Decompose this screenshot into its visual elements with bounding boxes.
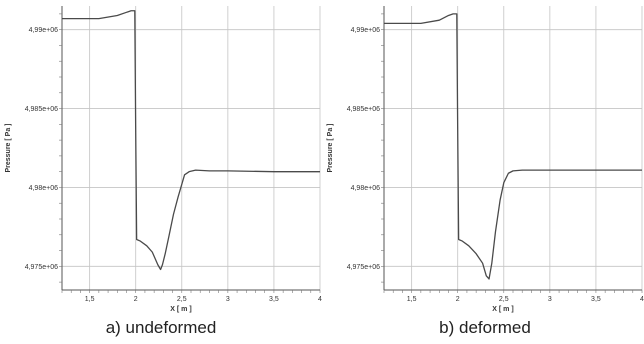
y-tick-label: 4,985e+06 [347,106,380,113]
x-tick-label: 2,5 [499,296,509,303]
y-tick-label: 4,98e+06 [351,185,380,192]
chart-deformed: 1,5 2 2,5 3 3,5 4 4,975e+06 4,98e+06 4,985e+06 4,… [327,6,644,313]
x-tick-label: 3,5 [269,296,279,303]
y-tick-label: 4,98e+06 [29,185,58,192]
x-tick-label: 3,5 [591,296,601,303]
y-tick-label: 4,99e+06 [29,27,58,34]
y-tick-label: 4,975e+06 [25,264,58,271]
x-tick-label: 4 [318,296,322,303]
chart-caption: b) deformed [439,318,531,337]
x-axis-label: X [ m ] [170,306,191,313]
y-axis-label: Pressure [ Pa ] [327,123,334,172]
y-tick-label: 4,975e+06 [347,264,380,271]
x-tick-label: 3 [548,296,552,303]
y-tick-label: 4,99e+06 [351,27,380,34]
x-tick-label: 2 [134,296,138,303]
chart-caption: a) undeformed [105,318,217,337]
chart-panel-undeformed: 1,5 2 2,5 3 3,5 4 4,975e+06 4,98e+06 4,985e+06 4,… [5,6,322,337]
x-tick-label: 1,5 [407,296,417,303]
x-tick-label: 2,5 [177,296,187,303]
chart-panel-deformed: 1,5 2 2,5 3 3,5 4 4,975e+06 4,98e+06 4,985e+06 4,… [322,0,644,344]
x-tick-label: 2 [456,296,460,303]
y-tick-label: 4,985e+06 [25,106,58,113]
x-tick-label: 3 [226,296,230,303]
x-axis-label: X [ m ] [492,306,513,313]
chart-undeformed: 1,5 2 2,5 3 3,5 4 4,975e+06 4,98e+06 4,985e+06 4,… [5,6,322,313]
y-axis-label: Pressure [ Pa ] [5,123,12,172]
x-tick-label: 1,5 [85,296,95,303]
x-tick-label: 4 [640,296,644,303]
series-line [62,10,320,271]
series-line [384,13,642,280]
